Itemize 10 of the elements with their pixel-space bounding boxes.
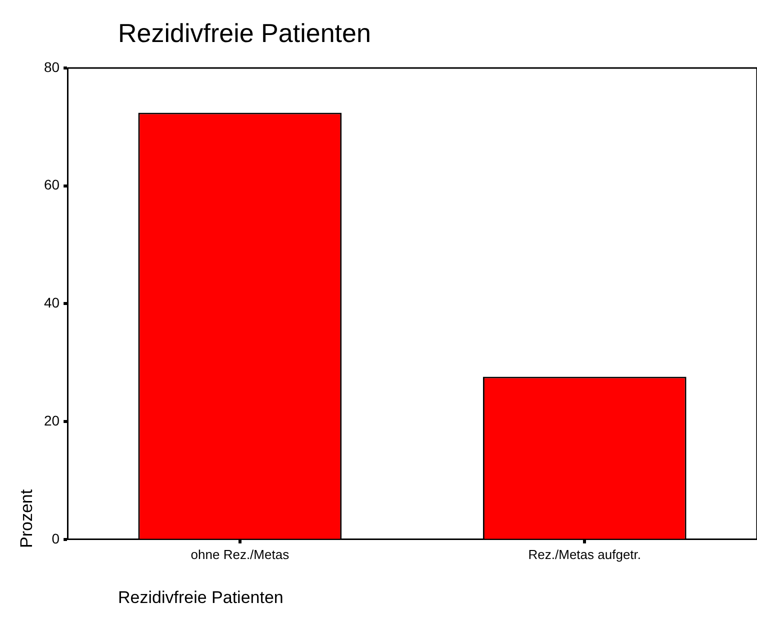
chart-title: Rezidivfreie Patienten	[118, 18, 371, 48]
x-tick-label: Rez./Metas aufgetr.	[528, 546, 642, 562]
y-axis-title: Prozent	[17, 489, 36, 548]
y-tick-label: 60	[44, 176, 60, 193]
y-tick-label: 80	[44, 58, 60, 75]
x-tick-label: ohne Rez./Metas	[190, 546, 290, 562]
y-tick-label: 20	[44, 412, 60, 428]
x-axis-title: Rezidivfreie Patienten	[118, 588, 284, 607]
y-tick-label: 0	[52, 530, 60, 546]
y-tick-label: 40	[44, 294, 60, 311]
